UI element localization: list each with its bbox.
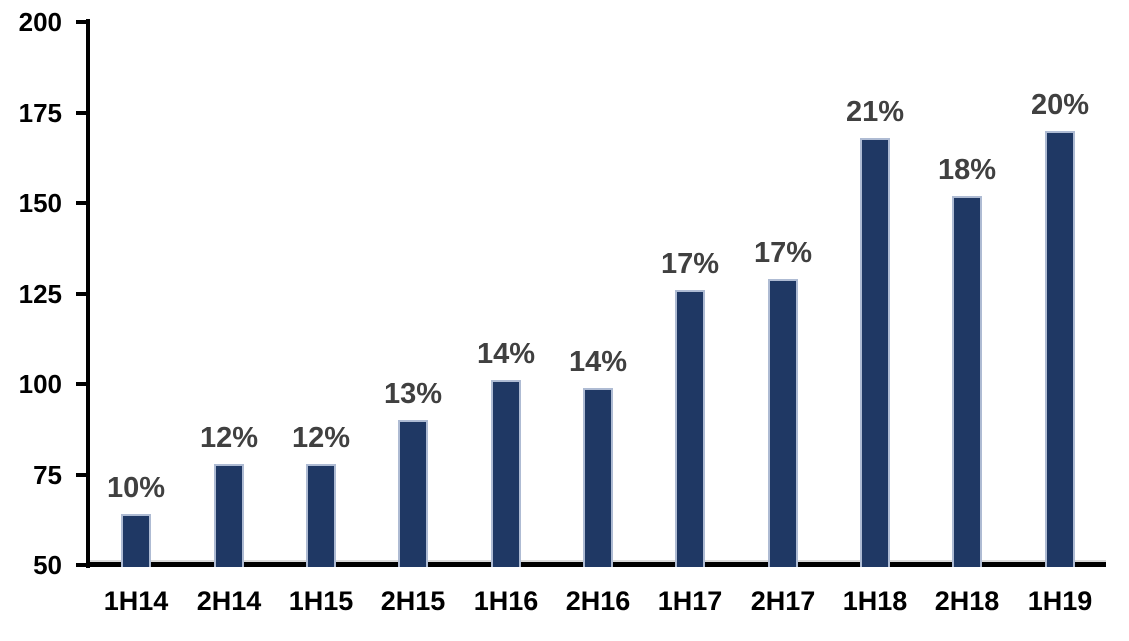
bar-data-label: 14% bbox=[476, 338, 536, 370]
x-axis-category-label: 2H16 bbox=[565, 586, 631, 616]
bar bbox=[583, 388, 613, 567]
bar-data-label: 18% bbox=[937, 154, 997, 186]
y-axis-tick-mark bbox=[76, 201, 88, 205]
bar-data-label: 17% bbox=[753, 237, 813, 269]
bar-data-label: 13% bbox=[383, 378, 443, 410]
x-axis-category-label: 1H16 bbox=[473, 586, 539, 616]
x-axis-category-label: 2H18 bbox=[934, 586, 1000, 616]
bar bbox=[768, 279, 798, 567]
bar bbox=[860, 138, 890, 567]
x-axis-category-label: 2H14 bbox=[196, 586, 262, 616]
y-axis-tick-label: 200 bbox=[18, 7, 62, 37]
y-axis-tick-mark bbox=[76, 472, 88, 477]
x-axis-category-label: 1H18 bbox=[842, 586, 908, 616]
y-axis-tick-label: 150 bbox=[18, 188, 62, 218]
y-axis-line bbox=[86, 19, 90, 568]
y-axis-tick-label: 50 bbox=[33, 550, 62, 580]
bar bbox=[1045, 131, 1075, 567]
y-axis-tick-label: 100 bbox=[18, 369, 62, 399]
x-axis-category-label: 1H15 bbox=[288, 586, 354, 616]
x-axis-category-label: 2H15 bbox=[380, 586, 446, 616]
y-axis-tick-mark bbox=[76, 563, 88, 567]
bar-data-label: 17% bbox=[660, 248, 720, 280]
bar bbox=[491, 380, 521, 567]
y-axis-tick-label: 75 bbox=[33, 459, 62, 490]
bar bbox=[398, 420, 428, 567]
y-axis-tick-mark bbox=[76, 291, 88, 296]
y-axis-tick-mark bbox=[76, 110, 88, 115]
x-axis-category-label: 2H17 bbox=[750, 586, 816, 616]
bar-data-label: 14% bbox=[568, 346, 628, 378]
bar bbox=[306, 464, 336, 567]
x-axis-category-label: 1H19 bbox=[1027, 586, 1093, 616]
y-axis-tick-mark bbox=[76, 382, 88, 386]
y-axis-tick-label: 175 bbox=[18, 97, 62, 128]
bar-data-label: 12% bbox=[199, 422, 259, 454]
bar bbox=[952, 196, 982, 567]
y-axis-tick-label: 125 bbox=[18, 278, 62, 309]
bar-data-label: 20% bbox=[1030, 89, 1090, 121]
x-axis-category-label: 1H17 bbox=[657, 586, 723, 616]
bar-data-label: 10% bbox=[106, 472, 166, 504]
y-axis-tick-mark bbox=[76, 20, 88, 24]
x-axis-category-label: 1H14 bbox=[103, 586, 169, 616]
bar bbox=[675, 290, 705, 567]
bar-data-label: 12% bbox=[291, 422, 351, 454]
bar bbox=[121, 514, 151, 567]
bar-data-label: 21% bbox=[845, 96, 905, 128]
bar bbox=[214, 464, 244, 567]
